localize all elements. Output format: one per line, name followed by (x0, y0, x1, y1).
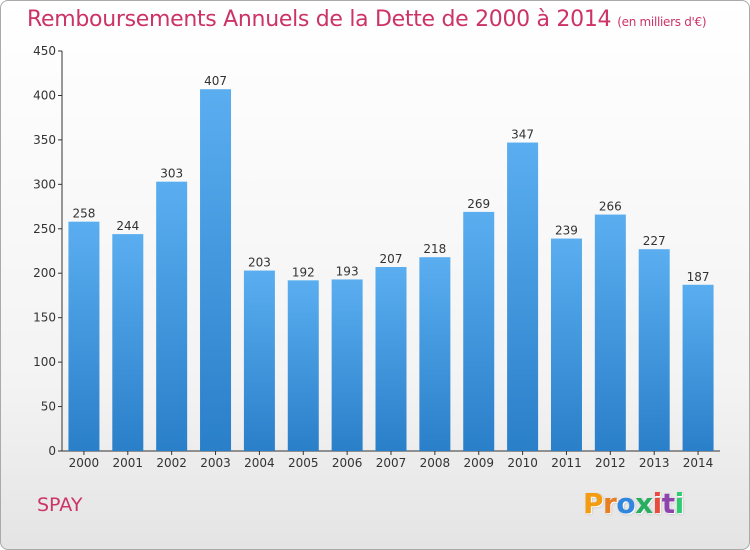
bar (331, 279, 363, 451)
bar (68, 221, 100, 451)
bar-value-label: 347 (511, 128, 534, 142)
x-tick-label: 2006 (332, 456, 363, 470)
y-tick-label: 250 (33, 222, 56, 236)
x-tick-label: 2013 (639, 456, 670, 470)
bar (287, 280, 319, 451)
bar (682, 284, 714, 451)
logo-letter: o (616, 487, 636, 520)
logo-letter: t (661, 487, 675, 520)
y-tick-label: 200 (33, 266, 56, 280)
logo-letter: P (583, 487, 604, 520)
y-tick-label: 300 (33, 177, 56, 191)
x-tick-label: 2009 (463, 456, 494, 470)
y-tick-label: 50 (41, 400, 56, 414)
x-tick-label: 2007 (376, 456, 407, 470)
chart-title-text: Remboursements Annuels de la Dette de 20… (27, 7, 612, 32)
bar-value-label: 203 (248, 256, 271, 270)
x-tick-label: 2012 (595, 456, 626, 470)
logo-letter: x (635, 487, 653, 520)
bar-value-label: 207 (380, 252, 403, 266)
bar (507, 142, 539, 452)
bar (156, 181, 188, 451)
bar (375, 267, 407, 451)
bar (243, 270, 275, 451)
bar-value-label: 218 (423, 242, 446, 256)
proxiti-logo: Proxiti (583, 487, 684, 520)
y-tick-label: 350 (33, 133, 56, 147)
town-name: SPAY (37, 494, 83, 516)
bar (594, 214, 626, 451)
chart-title: Remboursements Annuels de la Dette de 20… (27, 7, 707, 32)
x-tick-label: 2011 (551, 456, 582, 470)
bar (200, 89, 232, 451)
bar-value-label: 269 (467, 197, 490, 211)
x-tick-label: 2003 (200, 456, 231, 470)
bar-value-label: 192 (292, 265, 315, 279)
y-tick-label: 150 (33, 311, 56, 325)
bar-value-label: 266 (599, 200, 622, 214)
bar-value-label: 193 (336, 264, 359, 278)
chart-subtitle: (en milliers d'€) (617, 15, 707, 29)
bar (550, 238, 582, 451)
x-tick-label: 2010 (507, 456, 538, 470)
x-tick-label: 2008 (420, 456, 451, 470)
bar-value-label: 258 (72, 207, 95, 221)
bar-value-label: 407 (204, 74, 227, 88)
x-tick-label: 2001 (113, 456, 144, 470)
bar-value-label: 303 (160, 167, 183, 181)
x-tick-label: 2005 (288, 456, 319, 470)
x-tick-label: 2004 (244, 456, 275, 470)
y-tick-label: 400 (33, 88, 56, 102)
bar (638, 249, 670, 451)
y-tick-label: 450 (33, 44, 56, 58)
logo-letter: r (603, 487, 617, 520)
x-tick-label: 2000 (69, 456, 100, 470)
y-tick-label: 100 (33, 355, 56, 369)
bar-value-label: 227 (643, 234, 666, 248)
bar (419, 257, 451, 451)
bar-value-label: 239 (555, 224, 578, 238)
y-tick-label: 0 (48, 444, 56, 458)
x-tick-label: 2014 (683, 456, 714, 470)
bar (463, 211, 495, 451)
bar (112, 234, 144, 451)
x-tick-label: 2002 (156, 456, 187, 470)
bar-value-label: 187 (687, 270, 710, 284)
logo-letter: i (674, 487, 685, 520)
logo-letter: i (652, 487, 663, 520)
bar-value-label: 244 (116, 219, 139, 233)
